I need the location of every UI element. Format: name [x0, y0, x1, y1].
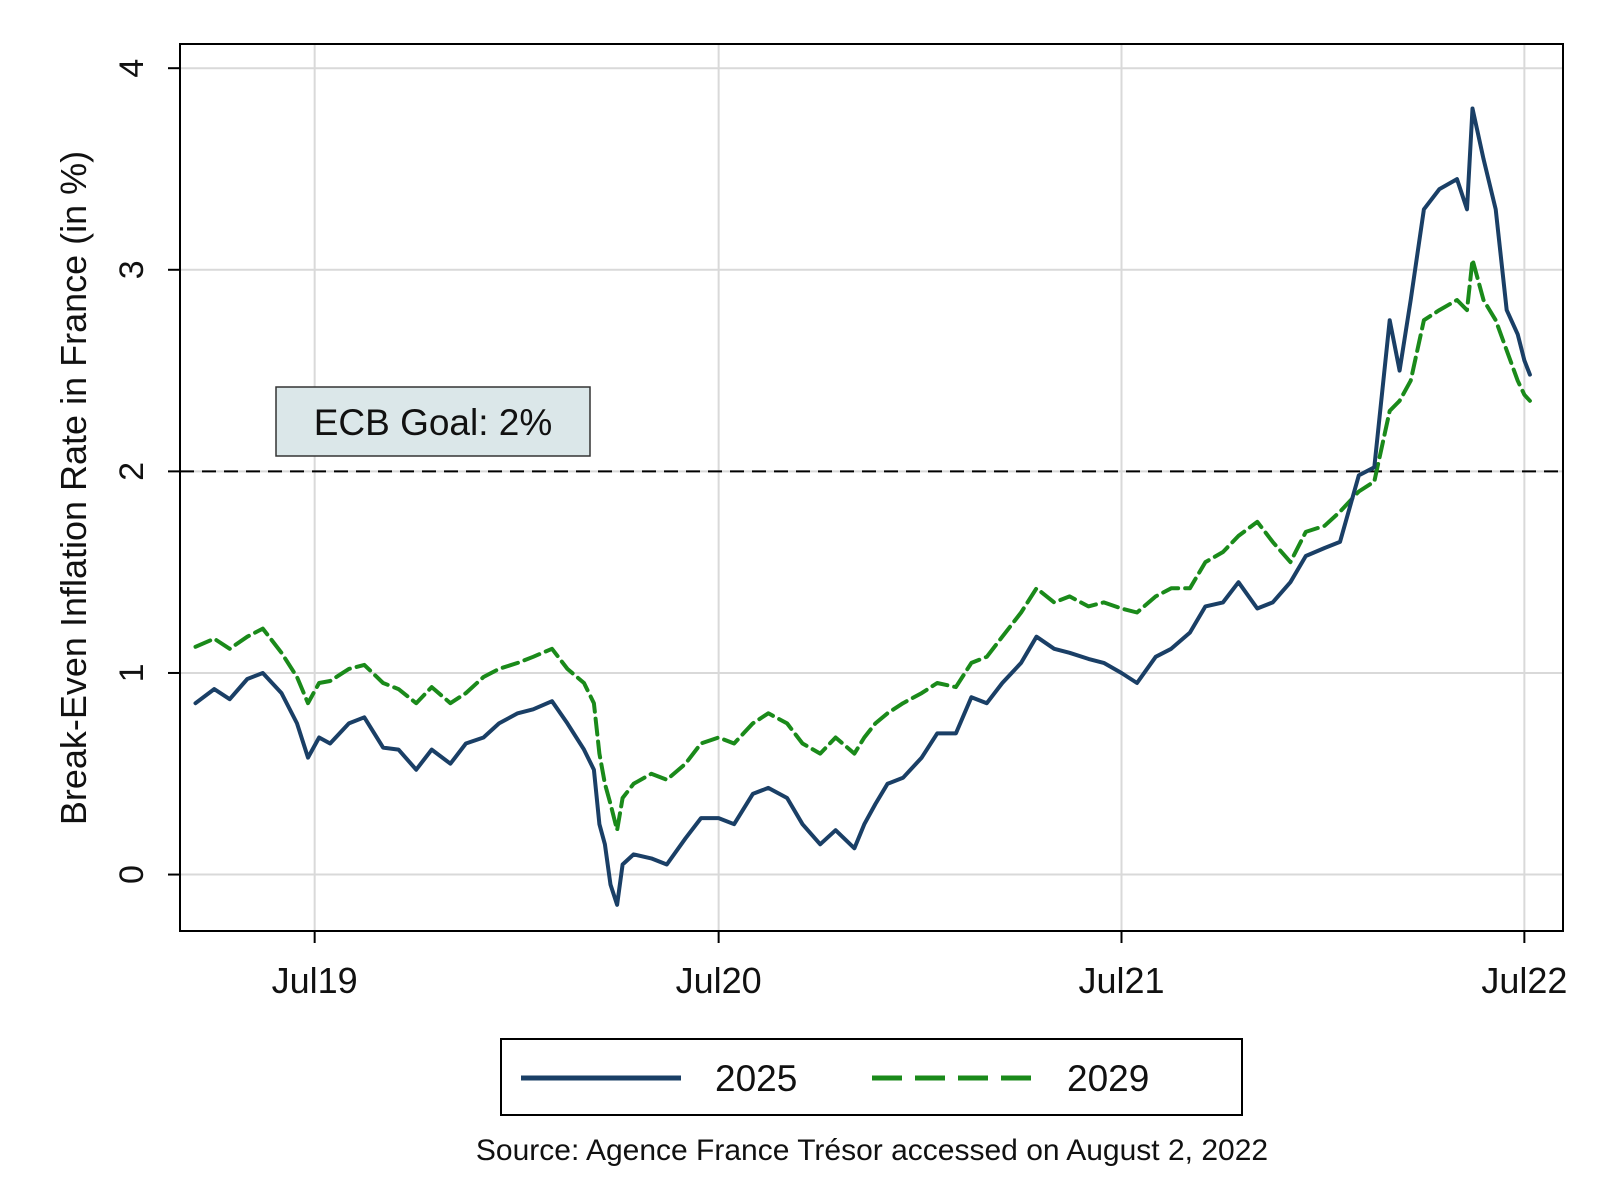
x-gridlines: [313, 44, 1526, 931]
plot-background: [180, 44, 1563, 931]
plot-frame: [179, 43, 1564, 932]
series-layer: [193, 106, 1532, 907]
x-tick-label: Jul21: [1078, 960, 1164, 1001]
x-tick-label: Jul19: [272, 960, 358, 1001]
x-tick-label: Jul20: [676, 960, 762, 1001]
annotation-text: ECB Goal: 2%: [314, 402, 553, 443]
legend-label-2029: 2029: [1067, 1058, 1149, 1099]
y-axis-title: Break-Even Inflation Rate in France (in …: [53, 151, 94, 825]
y-tick-label: 3: [113, 260, 151, 279]
legend: 2025 2029: [500, 1038, 1243, 1116]
source-note: Source: Agence France Trésor accessed on…: [476, 1134, 1268, 1167]
y-axis: 0 1 2 3 4: [113, 59, 180, 884]
x-tick-label: Jul22: [1481, 960, 1567, 1001]
legend-label-2025: 2025: [715, 1058, 797, 1099]
annotation-box: [275, 386, 591, 457]
y-tick-label: 0: [113, 865, 151, 884]
series-line-2029: [193, 257, 1532, 833]
ecb-goal-annotation: ECB Goal: 2%: [275, 386, 591, 457]
series-line-2025: [193, 106, 1532, 907]
x-axis: Jul19 Jul20 Jul21 Jul22: [272, 931, 1567, 1001]
y-tick-label: 2: [113, 462, 151, 481]
y-tick-label: 4: [113, 59, 151, 78]
y-tick-label: 1: [113, 664, 151, 683]
